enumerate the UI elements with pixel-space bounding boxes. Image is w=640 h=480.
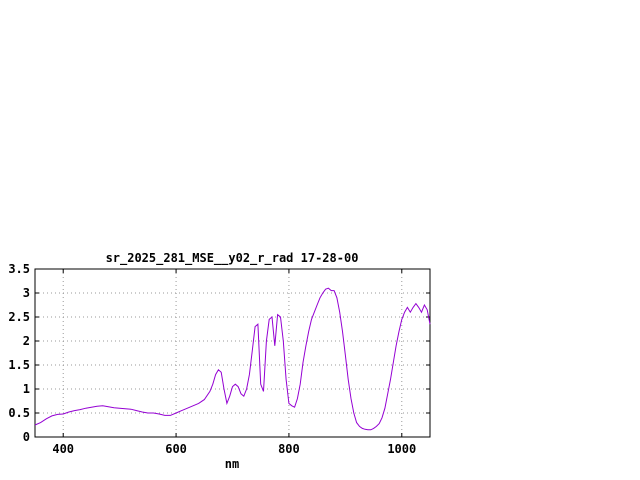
y-tick-label: 0.5 bbox=[8, 406, 30, 420]
x-tick-labels: 400 600 800 1000 bbox=[52, 442, 416, 456]
y-tick-label: 1 bbox=[23, 382, 30, 396]
y-tick-label: 2.5 bbox=[8, 310, 30, 324]
x-tick-label: 1000 bbox=[387, 442, 416, 456]
x-tick-label: 800 bbox=[278, 442, 300, 456]
x-tick-label: 400 bbox=[52, 442, 74, 456]
y-tick-label: 3 bbox=[23, 286, 30, 300]
x-tick-label: 600 bbox=[165, 442, 187, 456]
spectrum-curve bbox=[34, 287, 431, 431]
plot-border bbox=[34, 268, 431, 438]
axis-tick-marks bbox=[35, 268, 430, 438]
y-tick-label: 1.5 bbox=[8, 358, 30, 372]
y-tick-label: 0 bbox=[23, 430, 30, 444]
chart-title: sr_2025_281_MSE__y02_r_rad 17-28-00 bbox=[106, 251, 359, 266]
y-tick-label: 3.5 bbox=[8, 262, 30, 276]
x-axis-label: nm bbox=[225, 457, 239, 471]
y-tick-label: 2 bbox=[23, 334, 30, 348]
chart-grid bbox=[35, 269, 430, 437]
y-tick-labels: 0 0.5 1 1.5 2 2.5 3 3.5 bbox=[8, 262, 30, 444]
